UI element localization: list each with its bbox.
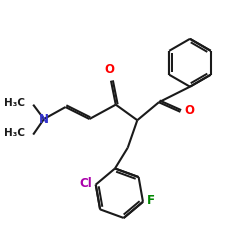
- Text: H₃C: H₃C: [4, 128, 25, 138]
- Text: Cl: Cl: [80, 177, 92, 190]
- Text: H₃C: H₃C: [4, 98, 25, 108]
- Text: F: F: [146, 194, 154, 207]
- Text: O: O: [105, 63, 115, 76]
- Text: O: O: [184, 104, 194, 117]
- Text: N: N: [39, 112, 49, 126]
